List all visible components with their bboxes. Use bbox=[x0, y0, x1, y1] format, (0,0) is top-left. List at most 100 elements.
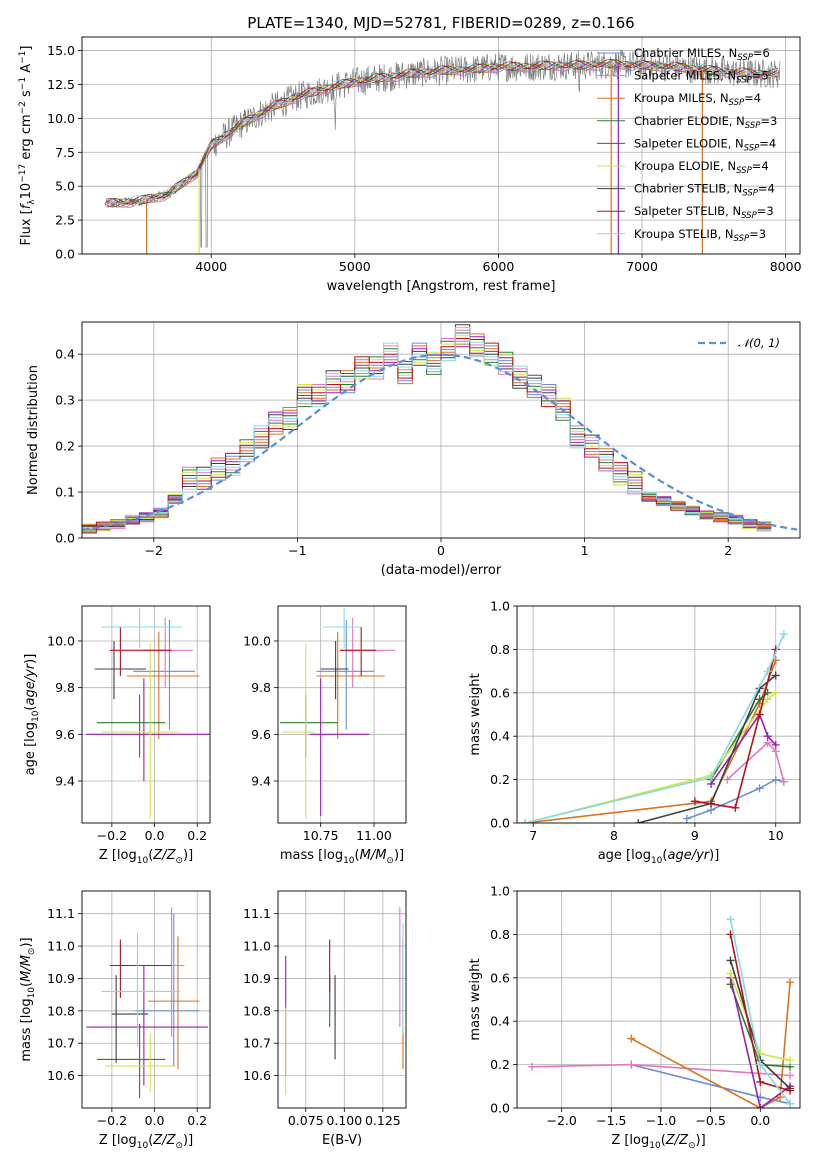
y-tick-label: 11.0 bbox=[47, 939, 75, 954]
plot-area-residuals bbox=[82, 322, 800, 538]
x-tick-label: 0.2 bbox=[187, 1113, 207, 1128]
model-fit-8 bbox=[106, 58, 779, 205]
y-tick-label: 0.8 bbox=[490, 927, 510, 942]
residual-histogram-8 bbox=[82, 327, 772, 531]
y-tick-label: 9.4 bbox=[251, 774, 271, 789]
mass-weight-line-7 bbox=[694, 649, 777, 809]
data-point-marker bbox=[786, 1056, 795, 1065]
data-point-marker bbox=[756, 1077, 765, 1086]
x-tick-label: 1 bbox=[581, 543, 589, 558]
y-tick-label: 9.8 bbox=[251, 680, 271, 695]
x-tick-label: 10.75 bbox=[303, 828, 339, 843]
x-tick-label: 5000 bbox=[339, 259, 371, 274]
legend-entry: Chabrier ELODIE, NSSP=3 bbox=[634, 114, 777, 131]
y-tick-label: 0.0 bbox=[55, 531, 75, 546]
data-point-marker bbox=[771, 688, 780, 697]
x-tick-label: −0.5 bbox=[695, 1113, 725, 1128]
normal-reference-curve bbox=[82, 353, 798, 531]
axes-frame bbox=[81, 36, 801, 255]
x-tick-label: 0.0 bbox=[145, 1113, 165, 1128]
y-tick-label: 1.0 bbox=[490, 884, 510, 899]
y-tick-label: 0.2 bbox=[55, 439, 75, 454]
y-tick-label: 12.5 bbox=[47, 77, 75, 92]
y-axis-label: mass weight bbox=[468, 673, 483, 755]
y-tick-label: 0.4 bbox=[490, 729, 510, 744]
data-point-marker bbox=[634, 819, 643, 823]
data-point-marker bbox=[707, 773, 716, 782]
y-tick-label: 9.6 bbox=[251, 727, 271, 742]
plot-area-age-vs-Z bbox=[82, 606, 210, 823]
y-tick-label: 0.2 bbox=[490, 1057, 510, 1072]
x-tick-label: 8 bbox=[610, 828, 618, 843]
y-tick-label: 0.4 bbox=[490, 1014, 510, 1029]
data-point-marker bbox=[779, 630, 788, 639]
y-tick-label: 10.9 bbox=[243, 971, 271, 986]
axes-mass-vs-EBV: 0.075 0.100 0.125 10.6 10.7 10.8 10.9 11.0 11.1 E… bbox=[243, 890, 407, 1148]
x-tick-label: −1.0 bbox=[646, 1113, 676, 1128]
x-tick-label: −2.0 bbox=[547, 1113, 577, 1128]
mass-weight-line-0 bbox=[686, 778, 785, 820]
y-tick-label: 0.3 bbox=[55, 393, 75, 408]
legend-entry: Kroupa MILES, NSSP=4 bbox=[634, 91, 761, 108]
y-axis-label: mass [log10(M/M⊙)] bbox=[19, 937, 37, 1061]
data-point-marker bbox=[786, 1071, 795, 1080]
y-tick-label: 1.0 bbox=[490, 599, 510, 614]
x-axis-label: wavelength [Angstrom, rest frame] bbox=[327, 279, 556, 294]
x-axis-label: Z [log10(Z/Z⊙)] bbox=[611, 1133, 705, 1151]
axes-frame bbox=[277, 890, 407, 1109]
y-axis-label: Flux [fλ10−17 erg cm−2 s−1 A−1] bbox=[18, 46, 37, 246]
data-point-marker bbox=[521, 819, 530, 823]
axes-frame bbox=[81, 321, 801, 539]
data-point-marker bbox=[682, 814, 691, 823]
y-tick-label: 0.4 bbox=[55, 347, 75, 362]
y-tick-label: 0.0 bbox=[490, 816, 510, 831]
y-tick-label: 0.6 bbox=[490, 970, 510, 985]
legend-entry: Salpeter MILES, NSSP=5 bbox=[634, 69, 769, 86]
x-tick-label: −0.2 bbox=[97, 828, 127, 843]
plot-area-mass-weight-vs-Z bbox=[517, 891, 800, 1108]
y-tick-label: 7.5 bbox=[55, 145, 75, 160]
model-fit-2 bbox=[106, 61, 779, 208]
x-axis-label: E(B-V) bbox=[322, 1133, 362, 1148]
x-tick-label: 11.00 bbox=[356, 828, 392, 843]
axes-age-vs-Z: −0.2 0.0 0.2 9.4 9.6 9.8 10.0 Z [log10(Z/Z⊙)] ag… bbox=[23, 605, 211, 866]
x-tick-label: 6000 bbox=[483, 259, 515, 274]
y-tick-label: 10.7 bbox=[47, 1036, 75, 1051]
y-tick-label: 0.2 bbox=[490, 772, 510, 787]
mass-weight-line-4 bbox=[710, 712, 777, 785]
data-point-marker bbox=[690, 797, 699, 806]
y-tick-label: 10.0 bbox=[47, 111, 75, 126]
axes-mass-weight-vs-Z: −2.0 −1.5 −1.0 −0.5 0.0 0.0 0.2 0.4 0.6 0.8 1.0 Z [… bbox=[468, 884, 801, 1151]
x-tick-label: 0.075 bbox=[288, 1113, 324, 1128]
spectrum-legend: Chabrier MILES, NSSP=6 Salpeter MILES, NS… bbox=[597, 46, 777, 244]
data-point-marker bbox=[771, 740, 780, 749]
data-point-marker bbox=[756, 1104, 765, 1108]
axes-frame bbox=[81, 605, 211, 824]
y-tick-label: 10.9 bbox=[47, 971, 75, 986]
mass-weight-line-4 bbox=[729, 977, 791, 1108]
data-point-marker bbox=[786, 1086, 795, 1095]
x-tick-label: −0.2 bbox=[97, 1113, 127, 1128]
data-point-marker bbox=[771, 775, 780, 784]
axes-frame bbox=[516, 605, 801, 824]
x-axis-label: mass [log10(M/M⊙)] bbox=[280, 848, 404, 866]
data-point-marker bbox=[726, 956, 735, 965]
y-axis-label: Normed distribution bbox=[26, 365, 41, 495]
plot-area-mass-vs-Z bbox=[82, 891, 210, 1108]
legend-entry: Chabrier STELIB, NSSP=4 bbox=[634, 182, 775, 199]
y-tick-label: 0.1 bbox=[55, 485, 75, 500]
x-tick-label: −2 bbox=[145, 543, 163, 558]
axes-frame bbox=[81, 890, 211, 1109]
y-tick-label: 5.0 bbox=[55, 179, 75, 194]
y-axis-label: mass weight bbox=[468, 958, 483, 1040]
y-tick-label: 10.6 bbox=[243, 1068, 271, 1083]
x-tick-label: −1.5 bbox=[596, 1113, 626, 1128]
legend-entry: 𝒩(0, 1) bbox=[738, 336, 780, 350]
x-tick-label: 7000 bbox=[626, 259, 658, 274]
y-tick-label: 10.0 bbox=[47, 634, 75, 649]
y-tick-label: 9.6 bbox=[55, 727, 75, 742]
data-point-marker bbox=[755, 710, 764, 719]
legend-entry: Salpeter STELIB, NSSP=3 bbox=[634, 204, 774, 221]
x-axis-label: Z [log10(Z/Z⊙)] bbox=[99, 1133, 193, 1151]
y-tick-label: 11.1 bbox=[243, 906, 271, 921]
